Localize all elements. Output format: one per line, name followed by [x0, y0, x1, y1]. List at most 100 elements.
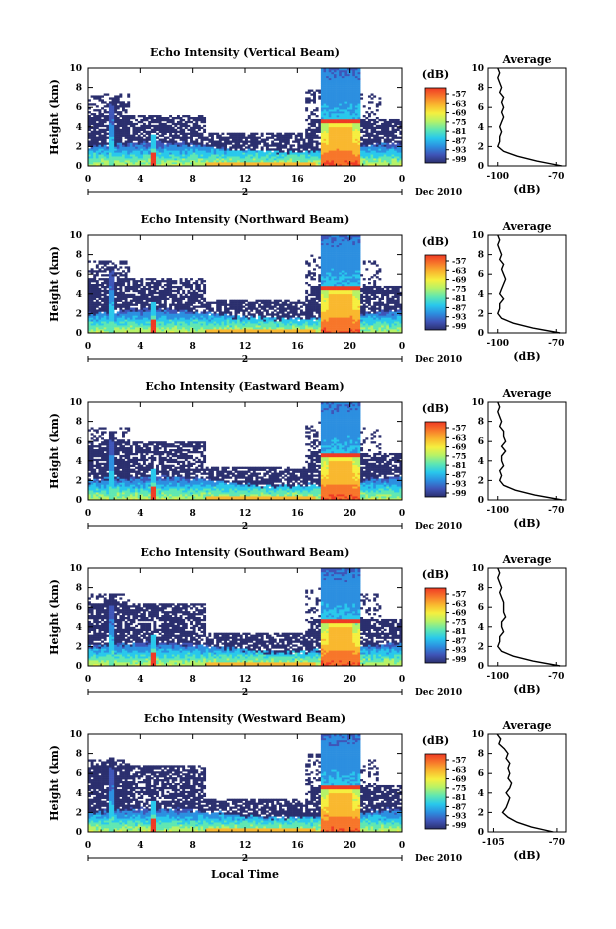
heatmap-cell — [313, 305, 316, 308]
heatmap-cell — [313, 327, 316, 330]
heatmap-cell — [252, 142, 256, 145]
heatmap-cell — [265, 132, 269, 135]
heatmap-cell — [365, 142, 369, 145]
heatmap-cell — [108, 107, 112, 110]
heatmap-cell — [383, 152, 387, 155]
heatmap-cell — [328, 132, 332, 135]
heatmap-cell — [111, 150, 115, 153]
heatmap-cell — [195, 319, 199, 322]
heatmap-cell — [101, 313, 104, 316]
heatmap-cell — [268, 156, 272, 159]
heatmap-cell — [93, 260, 97, 263]
heatmap-cell — [218, 299, 222, 302]
heatmap-cell — [365, 117, 369, 120]
heatmap-cell — [221, 301, 225, 304]
heatmap-cell — [156, 152, 159, 155]
heatmap-cell — [310, 130, 314, 133]
heatmap-cell — [349, 132, 353, 135]
heatmap-cell — [357, 68, 361, 71]
heatmap-cell — [179, 118, 183, 122]
heatmap-cell — [239, 132, 243, 135]
heatmap-cell — [197, 152, 201, 155]
heatmap-cell — [221, 319, 225, 322]
heatmap-cell — [305, 307, 309, 310]
heatmap-cell — [370, 150, 374, 153]
heatmap-cell — [323, 122, 327, 126]
heatmap-cell — [381, 136, 384, 139]
heatmap-cell — [263, 321, 267, 324]
heatmap-cell — [326, 101, 330, 104]
heatmap-cell — [328, 95, 332, 98]
heatmap-cell — [307, 134, 311, 137]
heatmap-cell — [200, 282, 204, 285]
heatmap-cell — [373, 136, 377, 139]
heatmap-cell — [302, 323, 306, 326]
heatmap-cell — [140, 305, 144, 308]
heatmap-cell — [310, 162, 314, 165]
heatmap-cell — [394, 164, 398, 167]
heatmap-cell — [114, 146, 118, 149]
heatmap-cell — [231, 144, 235, 147]
heatmap-cell — [271, 132, 275, 135]
heatmap-cell — [255, 160, 259, 163]
heatmap-cell — [179, 307, 183, 310]
heatmap-cell — [169, 148, 173, 151]
heatmap-cell — [187, 309, 191, 312]
heatmap-cell — [218, 146, 222, 149]
heatmap-cell — [171, 154, 175, 157]
heatmap-cell — [179, 280, 183, 283]
heatmap-cell — [200, 154, 204, 157]
heatmap-cell — [216, 158, 220, 161]
y-axis-label: Height (km) — [48, 79, 61, 155]
heatmap-cell — [111, 160, 115, 163]
heatmap-cell — [210, 323, 214, 326]
heatmap-cell — [354, 138, 358, 141]
heatmap-cell — [190, 313, 193, 316]
heatmap-cell — [171, 299, 175, 302]
heatmap-cell — [148, 287, 152, 291]
heatmap-cell — [203, 327, 207, 330]
heatmap-cell — [116, 325, 120, 328]
heatmap-cell — [326, 107, 330, 110]
heatmap-cell — [305, 323, 309, 326]
heatmap-cell — [90, 319, 94, 322]
heatmap-cell — [148, 162, 152, 165]
heatmap-cell — [116, 317, 120, 320]
heatmap-cell — [197, 115, 201, 118]
heatmap-cell — [208, 146, 212, 149]
heatmap-cell — [184, 323, 188, 326]
heatmap-cell — [150, 311, 154, 314]
heatmap-cell — [383, 138, 387, 141]
heatmap-cell — [119, 144, 123, 147]
heatmap-cell — [111, 109, 115, 112]
heatmap-cell — [320, 327, 324, 330]
heatmap-cell — [326, 89, 330, 92]
heatmap-cell — [156, 307, 159, 310]
heatmap-cell — [156, 146, 159, 149]
heatmap-cell — [252, 148, 256, 151]
heatmap-cell — [294, 154, 298, 157]
heatmap-cell — [216, 319, 220, 322]
heatmap-cell — [237, 156, 241, 159]
heatmap-cell — [289, 152, 293, 155]
heatmap-cell — [292, 152, 296, 155]
heatmap-cell — [192, 132, 196, 135]
heatmap-cell — [279, 331, 282, 334]
heatmap-cell — [90, 146, 94, 149]
panel-0: Echo Intensity (Vertical Beam)Height (km… — [48, 46, 567, 198]
heatmap-cell — [252, 152, 256, 155]
heatmap-cell — [98, 321, 102, 324]
heatmap-cell — [95, 303, 99, 306]
heatmap-cell — [116, 150, 120, 153]
heatmap-cell — [132, 315, 136, 318]
heatmap-cell — [153, 299, 157, 302]
heatmap-cell — [271, 142, 275, 145]
heatmap-cell — [234, 140, 238, 143]
heatmap-cell — [265, 327, 269, 330]
heatmap-cell — [127, 115, 131, 118]
heatmap-cell — [320, 107, 324, 110]
heatmap-cell — [378, 142, 382, 145]
heatmap-cell — [111, 307, 115, 310]
heatmap-cell — [106, 303, 110, 306]
heatmap-cell — [135, 287, 139, 291]
